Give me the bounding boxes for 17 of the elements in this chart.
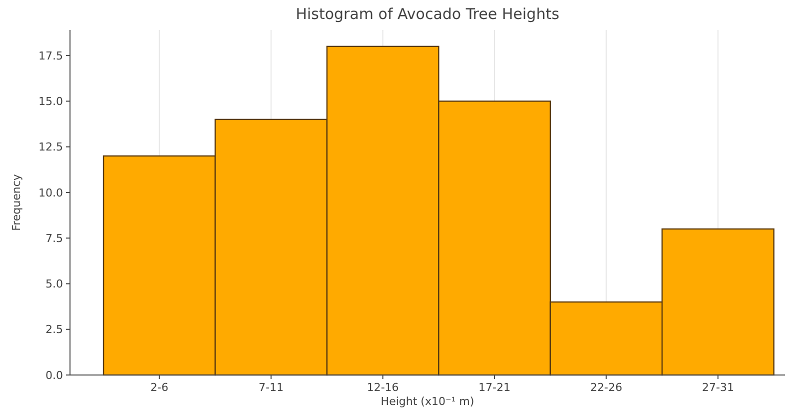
x-tick-label: 27-31 bbox=[702, 381, 734, 394]
chart-title: Histogram of Avocado Tree Heights bbox=[296, 5, 560, 23]
x-tick-label: 2-6 bbox=[150, 381, 168, 394]
y-tick-label: 2.5 bbox=[46, 323, 63, 336]
x-axis-title: Height (x10⁻¹ m) bbox=[380, 395, 474, 408]
x-tick-label: 22-26 bbox=[590, 381, 622, 394]
y-axis-title: Frequency bbox=[10, 174, 23, 231]
y-tick-label: 0.0 bbox=[46, 368, 63, 382]
y-tick-label: 12.5 bbox=[38, 140, 63, 154]
x-tick-label: 7-11 bbox=[258, 381, 284, 394]
y-tick-label: 5.0 bbox=[46, 278, 63, 291]
y-tick-label: 17.5 bbox=[38, 49, 63, 62]
y-tick-label: 15.0 bbox=[38, 95, 63, 108]
y-tick-label: 7.5 bbox=[46, 232, 63, 245]
x-tick-label: 12-16 bbox=[366, 381, 399, 394]
x-tick-label: 17-21 bbox=[478, 381, 511, 394]
y-tick-label: 10.0 bbox=[38, 186, 63, 200]
